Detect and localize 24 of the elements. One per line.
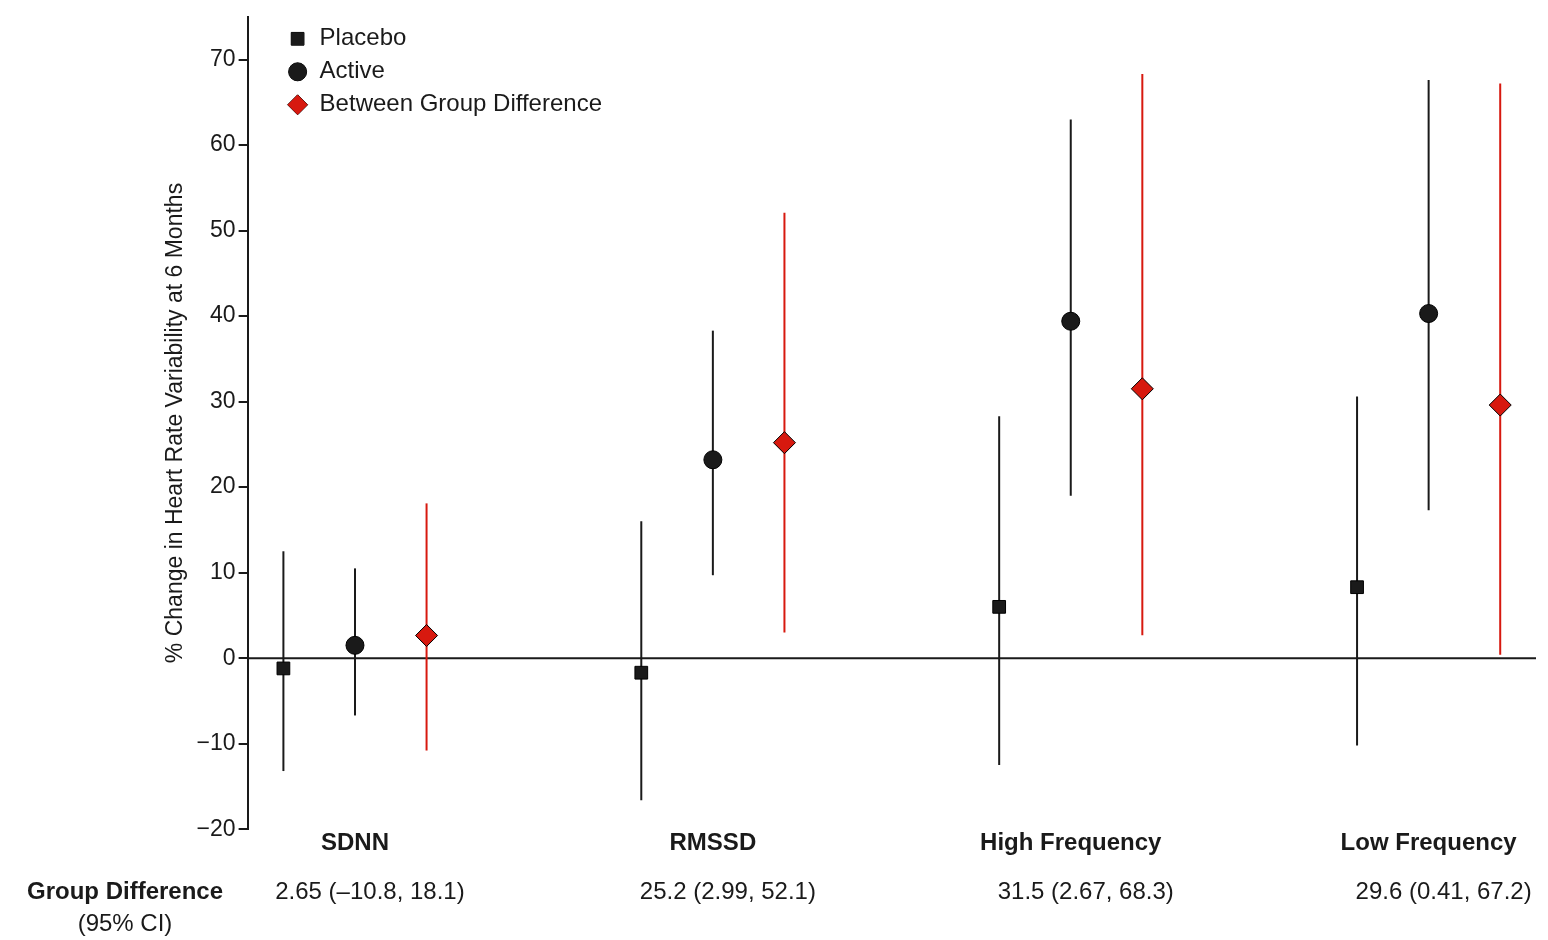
data-label: 25.2 (2.99, 52.1) (639, 876, 816, 904)
y-tick-label: −10 (196, 729, 236, 756)
y-tick-label: 60 (210, 130, 236, 157)
data-label: 29.6 (0.41, 67.2) (1355, 876, 1532, 904)
text: (95% CI) (77, 908, 173, 936)
y-tick-label: 20 (210, 472, 236, 499)
legend-label: Active (319, 56, 385, 84)
text: Group Difference (26, 876, 224, 904)
y-tick-label: 0 (222, 643, 236, 670)
y-tick-label: 30 (210, 386, 236, 413)
y-tick-label: 70 (210, 44, 236, 71)
x-tick-label: High Frequency (980, 828, 1163, 856)
x-tick-label: SDNN (320, 828, 389, 856)
x-tick-label: Low Frequency (1340, 828, 1518, 856)
data-label: 31.5 (2.67, 68.3) (997, 876, 1174, 904)
y-axis-title: % Change in Heart Rate Variability at 6 Months (161, 182, 188, 664)
y-tick-label: 40 (210, 301, 236, 328)
x-tick-label: RMSSD (669, 828, 757, 856)
legend-label: Between Group Difference (319, 89, 603, 117)
legend-label: Placebo (319, 23, 407, 51)
y-tick-label: 50 (210, 215, 236, 242)
y-tick-label: −20 (196, 814, 236, 841)
data-label: 2.65 (–10.8, 18.1) (275, 876, 465, 904)
y-tick-label: 10 (210, 558, 236, 584)
